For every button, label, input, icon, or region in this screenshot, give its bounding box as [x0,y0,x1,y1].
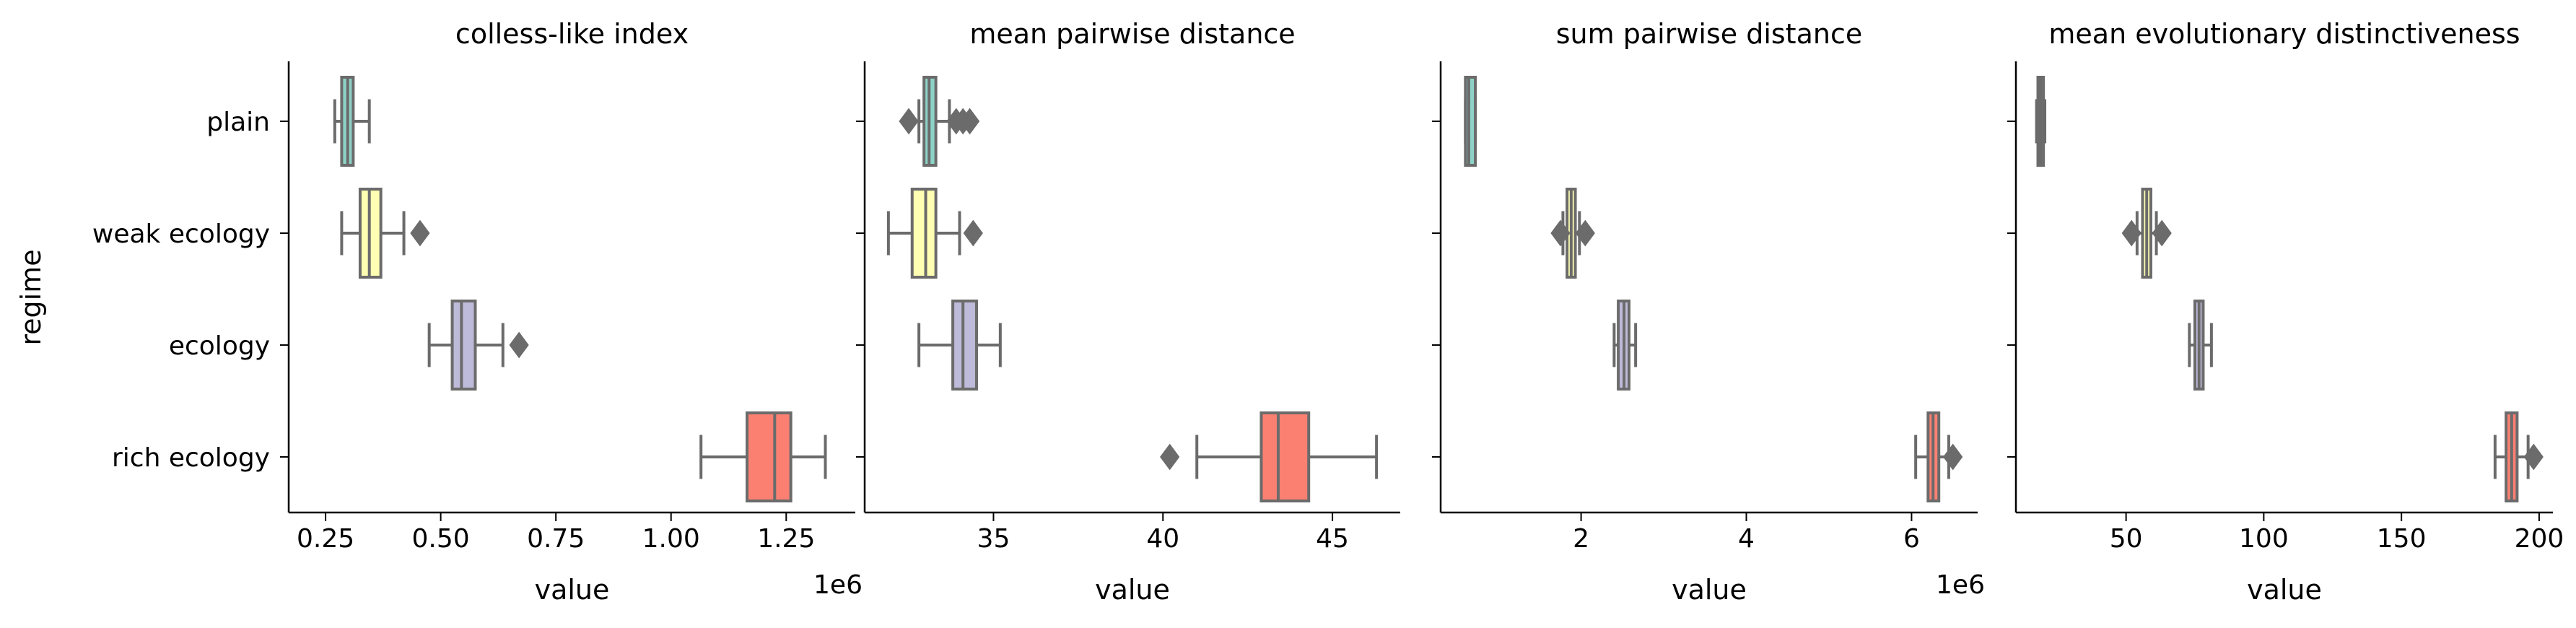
panel-4: mean evolutionary distinctiveness 50 100 15… [2007,18,2564,606]
box-rich-ecology [2493,411,2544,502]
y-tick-label: rich ecology [112,443,270,473]
y-tick-label: weak ecology [92,219,270,249]
box-body [910,188,938,279]
box-plain [2035,76,2047,167]
x-axis-label: value [2247,574,2322,606]
x-tick-label: 150 [2377,524,2427,554]
x-tick-label: 40 [1146,524,1179,554]
x-tick-label: 0.75 [527,524,585,554]
panel-title: colless-like index [455,18,689,50]
panel-2: mean pairwise distance 35 40 45 value [856,18,1400,606]
x-tick-label: 4 [1738,524,1755,554]
outlier-point [1160,443,1180,471]
x-tick-label: 1.00 [642,524,700,554]
box-weak-ecology [340,188,430,279]
x-tick-label: 45 [1316,524,1349,554]
outlier-point [2523,443,2544,471]
panel-title: sum pairwise distance [1556,18,1862,50]
x-axis-label: value [535,574,610,606]
box-weak-ecology [886,188,983,279]
box-body [1464,76,1477,167]
box-rich-ecology [1160,411,1379,502]
x-axis-label: value [1672,574,1747,606]
outlier-point [959,108,980,135]
box-rich-ecology [1914,411,1963,502]
box-body [450,300,477,391]
x-tick-label: 50 [2110,524,2143,554]
y-tick-label: plain [206,108,270,137]
outlier-point [1943,443,1963,471]
box-weak-ecology [2121,188,2172,279]
box-body [746,411,793,502]
box-plain [333,76,371,167]
outlier-point [963,219,983,247]
x-tick-label: 100 [2239,524,2289,554]
panel-1: colless-like index 0.25 0.50 0.75 1.00 1.25 va… [92,18,863,606]
x-tick-label: 200 [2515,524,2564,554]
y-tick-label: ecology [169,331,270,361]
x-offset-text: 1e6 [1936,570,1985,600]
x-tick-label: 2 [1573,524,1589,554]
box-weak-ecology [1550,188,1595,279]
x-axis-label: value [1095,574,1170,606]
outlier-point [1550,219,1571,247]
y-axis-label: regime [15,249,47,345]
outlier-point [899,108,919,135]
box-ecology [1612,300,1638,391]
x-offset-text: 1e6 [813,570,863,600]
box-ecology [917,300,1002,391]
box-plain [899,76,980,167]
panel-3: sum pairwise distance 2 4 6 value 1e6 [1432,18,1985,606]
box-body [1259,411,1311,502]
box-ecology [427,300,529,391]
x-tick-label: 1.25 [757,524,815,554]
panel-title: mean pairwise distance [969,18,1295,50]
outlier-point [2152,219,2172,247]
box-ecology [2188,300,2213,391]
box-plain [1464,76,1477,167]
outlier-point [509,331,529,359]
x-tick-label: 0.25 [297,524,354,554]
outlier-point [410,219,430,247]
x-tick-label: 6 [1903,524,1920,554]
x-tick-label: 0.50 [412,524,470,554]
box-rich-ecology [699,411,827,502]
panel-title: mean evolutionary distinctiveness [2048,18,2520,50]
box-body [951,300,978,391]
outlier-point [1575,219,1595,247]
x-tick-label: 35 [977,524,1010,554]
outlier-point [2121,219,2141,247]
